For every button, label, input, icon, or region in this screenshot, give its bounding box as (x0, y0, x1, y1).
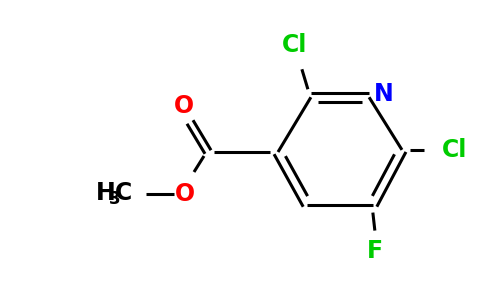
Text: H: H (96, 181, 116, 205)
Text: Cl: Cl (282, 33, 307, 57)
Text: 3: 3 (109, 190, 121, 208)
Text: F: F (367, 238, 383, 262)
Text: O: O (174, 94, 194, 118)
Text: Cl: Cl (442, 138, 468, 162)
Text: C: C (115, 181, 133, 205)
Text: N: N (374, 82, 394, 106)
Text: O: O (175, 182, 195, 206)
